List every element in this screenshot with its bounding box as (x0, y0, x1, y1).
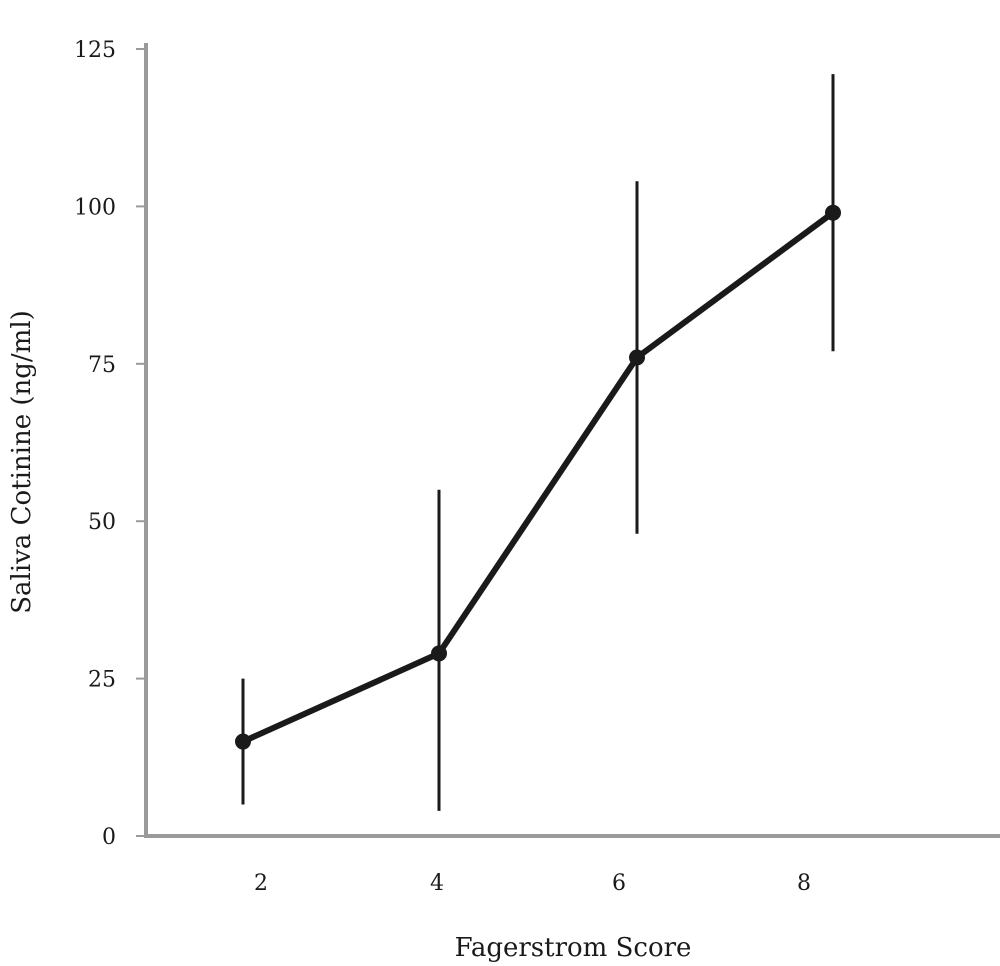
y-axis-title: Saliva Cotinine (ng/ml) (7, 310, 37, 614)
data-point (235, 733, 251, 750)
data-points (235, 204, 841, 750)
series-line (240, 209, 836, 745)
x-tick-label: 4 (430, 871, 444, 896)
x-tick-label: 6 (612, 871, 626, 896)
y-axis-ticks: 0 25 50 75 100 125 (74, 38, 146, 850)
y-tick-label: 125 (74, 38, 116, 63)
y-tick-label: 75 (88, 353, 116, 378)
y-tick-label: 0 (102, 825, 116, 850)
data-point (629, 349, 645, 366)
x-axis-title: Fagerstrom Score (455, 933, 692, 963)
x-tick-label: 2 (254, 871, 268, 896)
y-tick-label: 25 (88, 668, 116, 693)
axes (144, 43, 1000, 838)
x-axis-ticks: 2 4 6 8 (254, 871, 811, 896)
y-tick-label: 100 (74, 195, 116, 220)
data-point (431, 645, 447, 662)
y-tick-label: 50 (88, 510, 116, 535)
data-point (825, 204, 841, 221)
x-tick-label: 8 (797, 871, 811, 896)
